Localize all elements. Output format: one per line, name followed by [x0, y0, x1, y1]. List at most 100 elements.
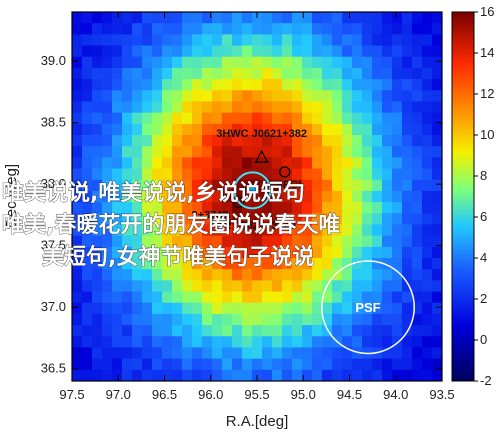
heatmap-cell: [202, 202, 213, 214]
heatmap-cell: [372, 336, 383, 349]
heatmap-cell: [142, 347, 153, 360]
y-tick-label: 37.5: [41, 238, 66, 253]
heatmap-cell: [332, 146, 343, 158]
heatmap-cell: [342, 213, 353, 226]
heatmap-cell: [382, 157, 393, 170]
heatmap-cell: [92, 146, 103, 158]
heatmap-cell: [422, 90, 433, 103]
heatmap-cell: [122, 67, 133, 80]
heatmap-cell: [272, 34, 283, 47]
heatmap-cell: [192, 313, 203, 326]
heatmap-cell: [292, 325, 303, 337]
heatmap-cell: [112, 258, 123, 270]
heatmap-cell: [102, 302, 113, 315]
heatmap-cell: [222, 146, 233, 158]
heatmap-cell: [372, 235, 383, 248]
heatmap-cell: [302, 246, 313, 259]
heatmap-cell: [232, 146, 243, 158]
heatmap-cell: [162, 23, 173, 35]
heatmap-cell: [242, 101, 253, 114]
heatmap-cell: [152, 123, 163, 136]
heatmap-cell: [312, 135, 323, 147]
heatmap-cell: [182, 269, 193, 281]
colorbar-tick-label: 14: [480, 45, 494, 60]
heatmap-cell: [222, 235, 233, 248]
heatmap-cell: [102, 213, 113, 226]
heatmap-cell: [272, 190, 283, 203]
heatmap-cell: [232, 246, 243, 259]
heatmap-cell: [162, 258, 173, 270]
heatmap-cell: [122, 123, 133, 136]
heatmap-cell: [322, 56, 333, 69]
heatmap-cell: [102, 258, 113, 270]
heatmap-cell: [262, 190, 273, 203]
heatmap-cell: [222, 90, 233, 103]
heatmap-cell: [162, 90, 173, 103]
heatmap-cell: [132, 56, 143, 69]
heatmap-cell: [182, 336, 193, 349]
heatmap-cell: [262, 23, 273, 35]
heatmap-cell: [72, 45, 83, 58]
heatmap-cell: [192, 146, 203, 158]
heatmap-cell: [262, 90, 273, 103]
heatmap-cell: [142, 146, 153, 158]
heatmap-cell: [142, 179, 153, 192]
heatmap-cell: [192, 190, 203, 203]
heatmap-cell: [422, 358, 433, 371]
heatmap-cell: [282, 291, 293, 304]
heatmap-cell: [422, 302, 433, 315]
heatmap-cell: [182, 313, 193, 326]
heatmap-cell: [102, 12, 113, 24]
heatmap-cell: [242, 280, 253, 293]
heatmap-cell: [172, 179, 183, 192]
source-marker-circle: [232, 197, 245, 209]
heatmap-cell: [192, 325, 203, 337]
heatmap-cell: [152, 157, 163, 170]
heatmap-cell: [172, 369, 183, 381]
heatmap-cell: [172, 358, 183, 371]
heatmap-cell: [292, 56, 303, 69]
heatmap-cell: [132, 34, 143, 47]
heatmap-cell: [242, 336, 253, 349]
heatmap-cell: [272, 246, 283, 259]
heatmap-cell: [162, 123, 173, 136]
heatmap-cell: [192, 280, 203, 293]
heatmap-cell: [342, 336, 353, 349]
heatmap-cell: [302, 358, 313, 371]
heatmap-cell: [192, 45, 203, 58]
heatmap-cell: [232, 269, 243, 281]
heatmap-cell: [162, 45, 173, 58]
heatmap-cell: [192, 135, 203, 147]
heatmap-cell: [422, 101, 433, 114]
heatmap-cell: [152, 369, 163, 381]
heatmap-cell: [162, 168, 173, 181]
heatmap-cell: [362, 269, 373, 281]
heatmap-cell: [232, 45, 243, 58]
heatmap-cell: [202, 45, 213, 58]
heatmap-cell: [362, 23, 373, 35]
heatmap-cell: [122, 269, 133, 281]
heatmap-cell: [272, 302, 283, 315]
heatmap-cell: [162, 280, 173, 293]
heatmap-cell: [92, 56, 103, 69]
heatmap-cell: [82, 123, 93, 136]
heatmap-cell: [162, 79, 173, 91]
heatmap-cell: [232, 291, 243, 304]
heatmap-cell: [312, 101, 323, 114]
heatmap-cell: [212, 235, 223, 248]
heatmap-cell: [322, 67, 333, 80]
heatmap-cell: [402, 246, 413, 259]
heatmap-cell: [72, 157, 83, 170]
heatmap-cell: [272, 123, 283, 136]
heatmap-cell: [362, 90, 373, 103]
heatmap-cell: [272, 369, 283, 381]
heatmap-cell: [352, 369, 363, 381]
heatmap-cell: [162, 67, 173, 80]
heatmap-cell: [182, 190, 193, 203]
heatmap-cell: [112, 202, 123, 214]
heatmap-cell: [292, 336, 303, 349]
heatmap-cell: [172, 313, 183, 326]
heatmap-cell: [322, 258, 333, 270]
heatmap-cell: [102, 123, 113, 136]
heatmap-cell: [212, 358, 223, 371]
